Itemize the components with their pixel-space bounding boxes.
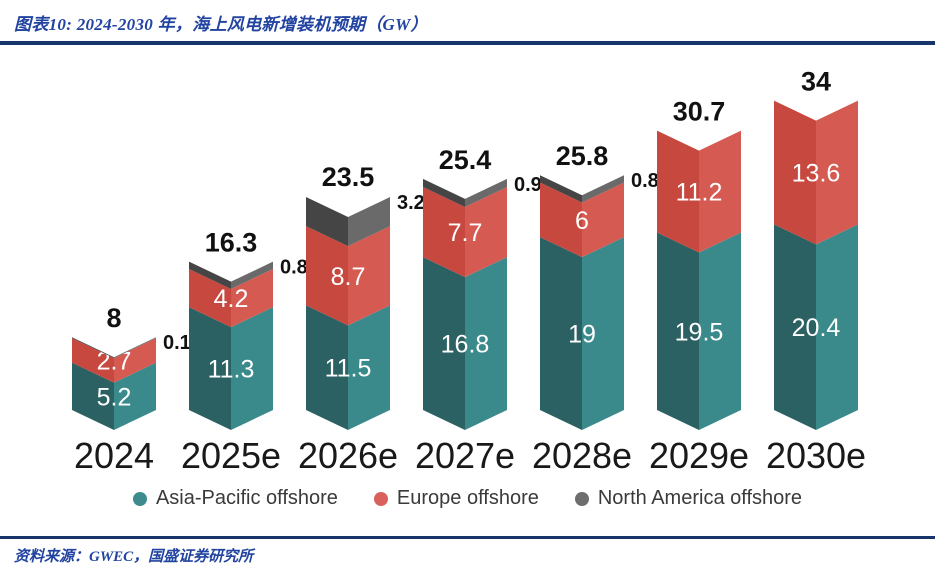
bar-segment-teal-left: [540, 237, 582, 430]
bar-segment-teal-left: [306, 305, 348, 430]
bar-segment-teal-right: [699, 232, 741, 430]
bar-segment-red-left: [306, 226, 348, 326]
bar-segment-red-left: [774, 100, 816, 245]
bar-segment-gray-left: [540, 175, 582, 203]
legend-dot-icon: [132, 491, 147, 506]
bar-segment-red-right: [348, 226, 390, 326]
bar-2027e: 16.8 7.7 0.9 25.4 2027e: [415, 145, 542, 476]
segment-value-label: 11.2: [676, 179, 723, 207]
x-axis-label: 2025e: [181, 435, 281, 476]
x-axis-label: 2026e: [298, 435, 398, 476]
bar-segment-red-right: [699, 130, 741, 253]
segment-value-label: 4.2: [214, 285, 249, 313]
chart-svg: 5.22.70.18202411.34.20.816.32025e11.58.7…: [72, 67, 866, 476]
segment-value-label: 5.2: [97, 383, 132, 411]
bar-segment-gray-left: [423, 178, 465, 208]
bar-2030e: 20.4 13.6 34 2030e: [766, 67, 866, 476]
bar-segment-red-left: [72, 338, 114, 383]
bar-2026e: 11.5 8.7 3.2 23.5 2026e: [298, 162, 425, 476]
total-label: 25.8: [556, 141, 609, 171]
na-value-label: 0.8: [631, 170, 659, 192]
bar-segment-teal-right: [114, 362, 156, 430]
legend-label: North America offshore: [597, 487, 803, 509]
legend-label: Europe offshore: [396, 487, 539, 509]
bar-segment-teal-right: [582, 237, 624, 430]
bar-segment-teal-left: [189, 307, 231, 430]
legend-dot-icon: [574, 491, 589, 506]
bar-segment-teal-right: [465, 257, 507, 430]
total-label: 25.4: [439, 145, 492, 175]
bar-segment-red-right: [465, 187, 507, 278]
na-value-label: 0.1: [163, 332, 191, 354]
segment-value-label: 6: [575, 207, 589, 235]
segment-value-label: 11.5: [325, 355, 372, 383]
x-axis-label: 2030e: [766, 435, 866, 476]
bar-segment-teal-right: [231, 307, 273, 430]
x-axis-label: 2029e: [649, 435, 749, 476]
source-note: 资料来源：GWEC，国盛证券研究所: [14, 549, 254, 565]
bar-2029e: 19.5 11.2 30.7 2029e: [649, 97, 749, 476]
legend-label: Asia-Pacific offshore: [155, 487, 338, 509]
na-value-label: 0.9: [514, 174, 542, 196]
bar-segment-gray-right: [348, 197, 390, 247]
segment-value-label: 8.7: [331, 263, 366, 291]
segment-value-label: 13.6: [792, 159, 841, 187]
segment-value-label: 7.7: [448, 219, 483, 247]
segment-value-label: 19.5: [675, 318, 724, 346]
x-axis-label: 2027e: [415, 435, 515, 476]
total-label: 30.7: [673, 97, 726, 127]
bar-segment-red-right: [816, 100, 858, 245]
bar-segment-red-left: [540, 182, 582, 258]
bar-segment-red-right: [231, 268, 273, 328]
legend-item: Europe offshore: [373, 487, 539, 510]
bar-segment-red-right: [114, 338, 156, 383]
na-value-label: 3.2: [397, 192, 425, 214]
segment-value-label: 20.4: [792, 314, 841, 342]
na-value-label: 0.8: [280, 257, 308, 279]
total-label: 16.3: [205, 228, 258, 258]
legend-item: Asia-Pacific offshore: [132, 487, 338, 510]
bar-segment-teal-left: [774, 224, 816, 430]
bar-segment-teal-right: [348, 305, 390, 430]
bar-segment-red-right: [582, 182, 624, 258]
total-label: 34: [801, 67, 831, 97]
bar-2025e: 11.3 4.2 0.8 16.3 2025e: [181, 228, 308, 476]
footer-divider: [0, 536, 935, 539]
bar-segment-gray-left: [72, 337, 114, 359]
bar-2028e: 19 6 0.8 25.8 2028e: [532, 141, 659, 476]
total-label: 23.5: [322, 162, 375, 192]
segment-value-label: 11.3: [208, 356, 255, 384]
bar-segment-teal-left: [657, 232, 699, 430]
bar-segment-red-left: [423, 187, 465, 278]
bar-segment-gray-right: [582, 175, 624, 203]
title-divider: [0, 41, 935, 45]
legend-dot-icon: [373, 491, 388, 506]
legend-item: North America offshore: [574, 487, 803, 510]
bar-segment-teal-left: [72, 362, 114, 430]
bar-segment-gray-right: [231, 261, 273, 289]
bar-segment-gray-right: [465, 178, 507, 208]
page-title: 图表10: 2024-2030 年，海上风电新增装机预期（GW）: [14, 15, 428, 34]
bar-segment-gray-right: [114, 337, 156, 359]
bar-segment-red-left: [657, 130, 699, 253]
bar-segment-red-left: [189, 268, 231, 328]
total-label: 8: [106, 303, 121, 333]
bar-segment-gray-left: [306, 197, 348, 247]
segment-value-label: 19: [568, 321, 596, 349]
x-axis-label: 2024: [74, 435, 154, 476]
bar-segment-teal-left: [423, 257, 465, 430]
bar-segment-gray-left: [189, 261, 231, 289]
bar-segment-teal-right: [816, 224, 858, 430]
x-axis-label: 2028e: [532, 435, 632, 476]
chart-legend: Asia-Pacific offshore Europe offshore Nort…: [0, 487, 935, 510]
segment-value-label: 16.8: [441, 331, 490, 359]
